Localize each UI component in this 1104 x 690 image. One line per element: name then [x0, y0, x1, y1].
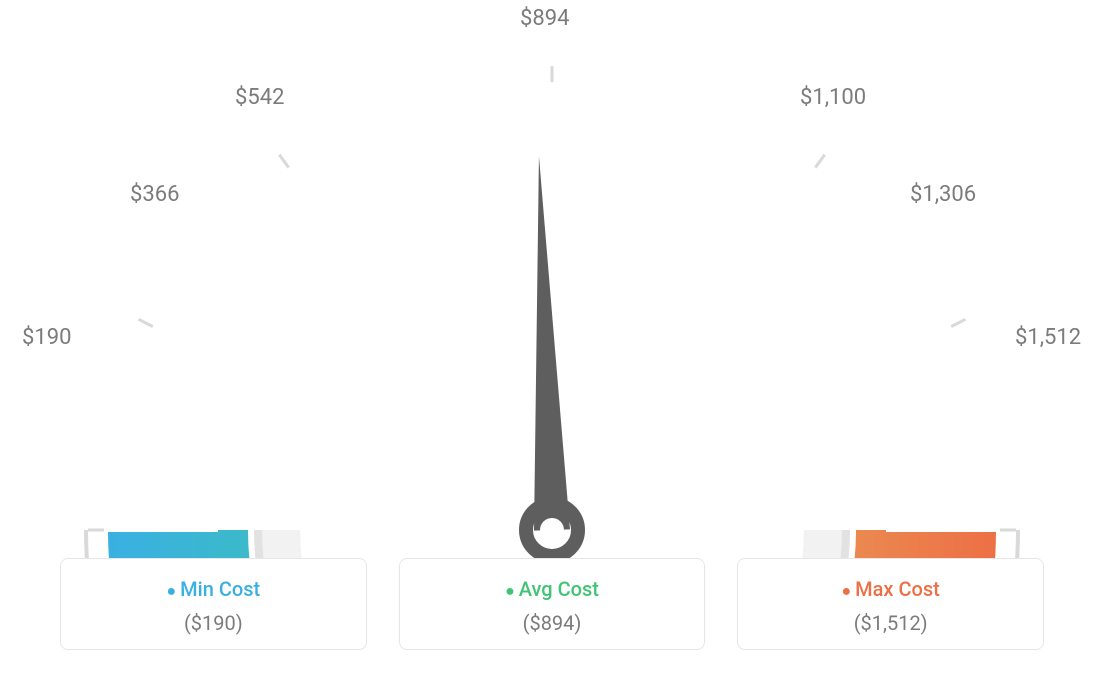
gauge-svg: [0, 0, 1104, 580]
legend-title-avg: Avg Cost: [420, 577, 685, 601]
legend-card-avg: Avg Cost ($894): [399, 558, 706, 650]
legend-title-min: Min Cost: [81, 577, 346, 601]
legend-value-min: ($190): [81, 611, 346, 635]
legend-title-max: Max Cost: [758, 577, 1023, 601]
gauge-tick-label: $190: [22, 325, 71, 350]
gauge-tick-label: $1,306: [910, 182, 976, 207]
gauge-tick-label: $1,100: [800, 85, 866, 110]
legend-row: Min Cost ($190) Avg Cost ($894) Max Cost…: [60, 558, 1044, 650]
legend-value-avg: ($894): [420, 611, 685, 635]
legend-card-min: Min Cost ($190): [60, 558, 367, 650]
gauge-tick-label: $1,512: [1015, 325, 1081, 350]
gauge-tick-label: $366: [130, 182, 179, 207]
gauge-area: $190 $366 $542 $894 $1,100 $1,306 $1,512: [0, 0, 1104, 560]
legend-card-max: Max Cost ($1,512): [737, 558, 1044, 650]
gauge-tick-label: $894: [520, 6, 569, 31]
legend-value-max: ($1,512): [758, 611, 1023, 635]
cost-gauge-container: $190 $366 $542 $894 $1,100 $1,306 $1,512 Min C…: [0, 0, 1104, 690]
gauge-tick-label: $542: [235, 85, 284, 110]
